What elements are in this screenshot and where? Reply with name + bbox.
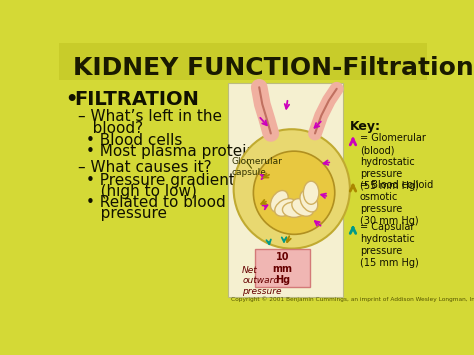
Text: – What’s left in the: – What’s left in the — [78, 109, 222, 124]
Text: • Related to blood: • Related to blood — [86, 195, 225, 210]
Ellipse shape — [303, 181, 319, 204]
Text: (high to low): (high to low) — [86, 184, 197, 199]
Text: Key:: Key: — [350, 120, 381, 133]
Text: = Blood colloid
osmotic
pressure
(30 mm Hg): = Blood colloid osmotic pressure (30 mm … — [360, 180, 433, 226]
Ellipse shape — [275, 198, 296, 216]
Text: FILTRATION: FILTRATION — [75, 90, 200, 109]
Text: •: • — [65, 90, 78, 109]
Text: • Pressure gradient: • Pressure gradient — [86, 174, 235, 189]
Text: Net
outward
pressure: Net outward pressure — [242, 266, 282, 296]
Text: = Capsular
hydrostatic
pressure
(15 mm Hg): = Capsular hydrostatic pressure (15 mm H… — [360, 222, 419, 268]
Ellipse shape — [292, 198, 313, 216]
FancyBboxPatch shape — [59, 43, 427, 80]
Text: • Blood cells: • Blood cells — [86, 133, 182, 148]
Text: Glomerular
capsule: Glomerular capsule — [231, 157, 282, 177]
Text: Copyright © 2001 Benjamin Cummings, an imprint of Addison Wesley Longman, Inc.: Copyright © 2001 Benjamin Cummings, an i… — [231, 297, 474, 302]
Text: pressure: pressure — [86, 206, 166, 221]
Text: blood?: blood? — [78, 121, 143, 136]
Text: KIDNEY FUNCTION-Filtration: KIDNEY FUNCTION-Filtration — [73, 56, 474, 80]
Text: – What causes it?: – What causes it? — [78, 160, 211, 175]
Text: • Most plasma proteins: • Most plasma proteins — [86, 144, 264, 159]
FancyBboxPatch shape — [228, 83, 343, 297]
Text: 10
mm
Hg: 10 mm Hg — [273, 252, 292, 285]
Ellipse shape — [254, 151, 335, 234]
Ellipse shape — [271, 191, 288, 212]
Ellipse shape — [234, 129, 350, 248]
Text: = Glomerular
(blood)
hydrostatic
pressure
(55 mm Hg): = Glomerular (blood) hydrostatic pressur… — [360, 133, 426, 191]
FancyBboxPatch shape — [255, 249, 310, 288]
Ellipse shape — [283, 202, 306, 217]
Ellipse shape — [300, 191, 318, 212]
